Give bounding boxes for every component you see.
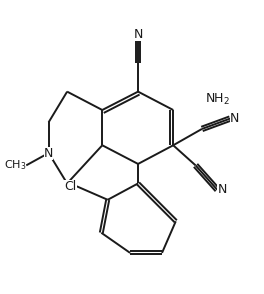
Text: CH$_3$: CH$_3$ bbox=[4, 158, 26, 172]
Text: N: N bbox=[44, 146, 53, 160]
Text: N: N bbox=[217, 183, 227, 196]
Text: N: N bbox=[230, 112, 239, 125]
Text: Cl: Cl bbox=[64, 180, 77, 193]
Text: N: N bbox=[133, 28, 143, 41]
Text: NH$_2$: NH$_2$ bbox=[205, 92, 230, 107]
